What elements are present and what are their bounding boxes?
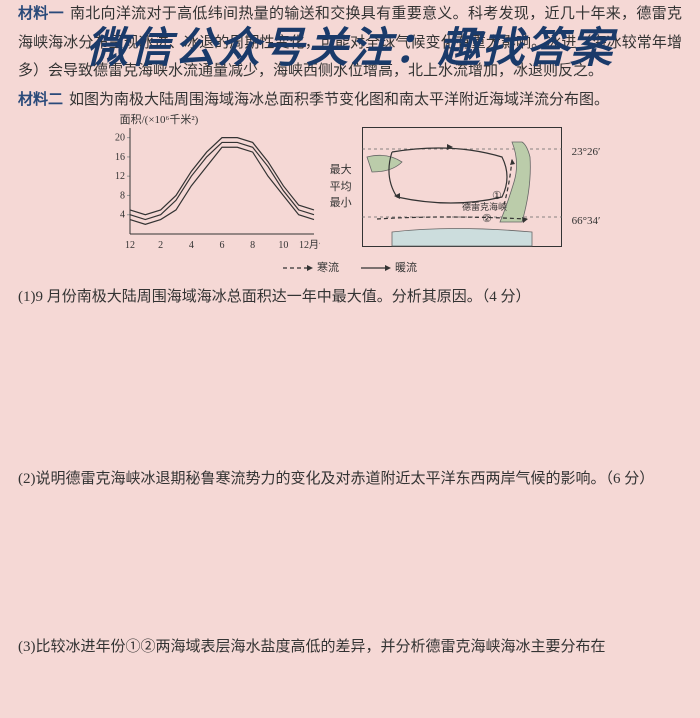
figure-row: 面积/(×10⁶千米²) 481216201224681012月份 最大 平均 … bbox=[18, 122, 682, 252]
question-3: (3)比较冰进年份①②两海域表层海水盐度高低的差异，并分析德雷克海峡海冰主要分布… bbox=[18, 633, 682, 662]
material-2-label: 材料二 bbox=[18, 92, 63, 108]
svg-text:12月份: 12月份 bbox=[299, 239, 320, 251]
material-1: 材料一南北向洋流对于高低纬间热量的输送和交换具有重要意义。科考发现，近几十年来，… bbox=[18, 0, 682, 86]
svg-text:20: 20 bbox=[115, 133, 125, 144]
question-1: (1)9 月份南极大陆周围海域海冰总面积达一年中最大值。分析其原因。（4 分） bbox=[18, 283, 682, 312]
material-2-text: 如图为南极大陆周围海域海冰总面积季节变化图和南太平洋附近海域洋流分布图。 bbox=[69, 92, 609, 108]
map-svg: ①②德雷克海峡 bbox=[362, 127, 562, 247]
svg-text:4: 4 bbox=[120, 210, 125, 221]
lat-label-tropic: 23°26′ bbox=[572, 142, 601, 163]
series-label-max: 最大 bbox=[330, 162, 352, 179]
svg-text:6: 6 bbox=[219, 240, 224, 251]
question-2: (2)说明德雷克海峡冰退期秘鲁寒流势力的变化及对赤道附近太平洋东西两岸气候的影响… bbox=[18, 465, 682, 494]
svg-text:12: 12 bbox=[125, 240, 135, 251]
answer-space-2 bbox=[18, 494, 682, 629]
document-page: 材料一南北向洋流对于高低纬间热量的输送和交换具有重要意义。科考发现，近几十年来，… bbox=[0, 0, 700, 718]
chart-series-labels: 最大 平均 最小 bbox=[330, 162, 352, 212]
legend-cold: 寒流 bbox=[283, 258, 339, 279]
answer-space-1 bbox=[18, 311, 682, 461]
chart-y-axis-title: 面积/(×10⁶千米²) bbox=[120, 110, 199, 131]
svg-text:2: 2 bbox=[158, 240, 163, 251]
material-1-text: 南北向洋流对于高低纬间热量的输送和交换具有重要意义。科考发现，近几十年来，德雷克… bbox=[18, 6, 682, 79]
svg-text:12: 12 bbox=[115, 171, 125, 182]
lat-label-antarctic: 66°34′ bbox=[572, 211, 601, 232]
svg-text:德雷克海峡: 德雷克海峡 bbox=[462, 201, 507, 212]
svg-text:8: 8 bbox=[250, 240, 255, 251]
svg-text:16: 16 bbox=[115, 152, 125, 163]
series-label-mean: 平均 bbox=[330, 179, 352, 196]
svg-text:10: 10 bbox=[278, 240, 288, 251]
legend-warm: 暖流 bbox=[361, 258, 417, 279]
material-2: 材料二如图为南极大陆周围海域海冰总面积季节变化图和南太平洋附近海域洋流分布图。 bbox=[18, 86, 682, 115]
ocean-current-map: ①②德雷克海峡 bbox=[362, 127, 562, 247]
map-lat-labels: 23°26′ 66°34′ bbox=[572, 142, 601, 232]
chart-svg: 4 8 12 16 20 12 2 4 6 8 10 12月份 bbox=[100, 122, 320, 252]
legend-warm-label: 暖流 bbox=[395, 258, 417, 279]
svg-text:①: ① bbox=[492, 190, 502, 202]
map-legend: 寒流 暖流 bbox=[18, 258, 682, 279]
sea-ice-chart: 面积/(×10⁶千米²) 481216201224681012月份 bbox=[100, 122, 320, 252]
legend-cold-label: 寒流 bbox=[317, 258, 339, 279]
material-1-label: 材料一 bbox=[18, 6, 64, 22]
series-label-min: 最小 bbox=[330, 195, 352, 212]
svg-text:8: 8 bbox=[120, 190, 125, 201]
svg-text:②: ② bbox=[482, 213, 492, 225]
svg-text:4: 4 bbox=[188, 240, 193, 251]
